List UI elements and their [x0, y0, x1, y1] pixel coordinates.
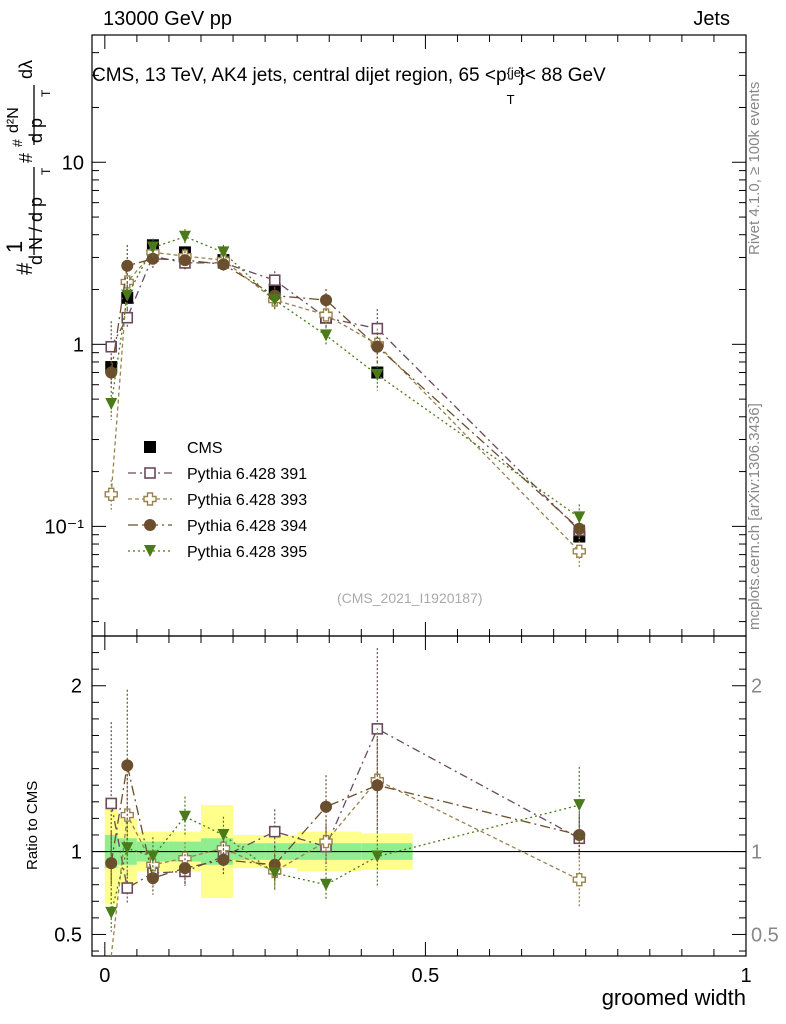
chart-title-sup: {jet [506, 65, 525, 80]
series-line-pythia-6-428-393 [110, 251, 580, 552]
data-point-pythia-6-428-394 [320, 294, 333, 307]
legend-marker-pythia-6-428-394 [144, 519, 156, 531]
ratio-point-pythia-6-428-394 [105, 857, 118, 870]
legend-label-cms: CMS [187, 440, 223, 457]
y-axis-label-part: dλ [16, 60, 36, 79]
data-point-pythia-6-428-395 [105, 398, 118, 411]
data-point-pythia-6-428-391 [121, 311, 134, 324]
y-tick-label-ratio: 1 [71, 842, 82, 864]
data-point-pythia-6-428-395 [217, 246, 230, 259]
ratio-point-pythia-6-428-395 [320, 878, 333, 891]
energy-label: 13000 GeV pp [103, 8, 232, 30]
y-tick-label-ratio: 0.5 [54, 924, 82, 946]
y-axis-label-part: d p [26, 118, 46, 143]
data-point-pythia-6-428-393 [319, 308, 333, 322]
data-point-pythia-6-428-394 [217, 258, 230, 271]
legend-label-pythia-6-428-391: Pythia 6.428 391 [187, 466, 307, 483]
data-point-pythia-6-428-393 [104, 487, 118, 502]
data-point-pythia-6-428-394 [105, 366, 118, 379]
ratio-point-pythia-6-428-394 [371, 779, 384, 792]
legend-marker-pythia-6-428-391 [144, 467, 156, 479]
legend-marker-pythia-6-428-393 [143, 492, 157, 506]
y-tick-label-ratio: 2 [71, 676, 82, 698]
y-axis-label-part: T [39, 89, 53, 97]
chart-title-sub: T [506, 92, 515, 107]
rivet-version-label: Rivet 4.1.0, ≥ 100k events [746, 81, 763, 255]
ratio-point-pythia-6-428-395 [268, 867, 281, 880]
y-axis-label-part: # [9, 139, 25, 147]
x-tick-label: 1 [740, 965, 751, 987]
category-label: Jets [693, 8, 730, 30]
y-tick-label-main: 10⁻¹ [45, 516, 85, 538]
chart-title-end: }< 88 GeV [518, 65, 606, 86]
y-tick-label-main: 1 [73, 334, 84, 356]
ratio-point-pythia-6-428-395 [217, 828, 230, 841]
data-point-pythia-6-428-394 [121, 259, 134, 272]
ratio-point-pythia-6-428-393 [146, 858, 160, 872]
y-axis-label-part: d²N [5, 107, 22, 133]
ratio-y-axis-label: Ratio to CMS [24, 780, 41, 870]
data-point-pythia-6-428-395 [320, 329, 333, 342]
y-tick-label-ratio-right: 0.5 [751, 924, 779, 946]
ratio-point-pythia-6-428-395 [573, 799, 586, 812]
y-tick-label-main: 10 [62, 152, 84, 174]
ratio-point-pythia-6-428-394 [320, 800, 333, 813]
series-line-pythia-6-428-391 [110, 255, 580, 531]
data-point-pythia-6-428-395 [371, 368, 384, 381]
data-point-pythia-6-428-395 [178, 230, 191, 243]
ratio-point-pythia-6-428-394 [217, 853, 230, 866]
ratio-point-pythia-6-428-393 [572, 873, 586, 887]
data-point-pythia-6-428-394 [178, 254, 191, 267]
ratio-line-pythia-6-428-395 [110, 804, 580, 914]
data-point-pythia-6-428-393 [572, 544, 586, 558]
ratio-point-pythia-6-428-395 [371, 850, 384, 863]
analysis-id: (CMS_2021_I1920187) [337, 590, 483, 606]
ratio-point-pythia-6-428-393 [319, 834, 333, 849]
ratio-point-pythia-6-428-391 [268, 825, 281, 838]
y-axis-label-part: 1 [2, 241, 27, 253]
legend-marker-pythia-6-428-395 [144, 545, 156, 557]
y-axis-label-part: # [16, 153, 36, 163]
ratio-point-pythia-6-428-394 [146, 872, 159, 885]
ratio-point-pythia-6-428-395 [121, 842, 134, 855]
x-axis-label: groomed width [601, 985, 746, 1010]
data-point-pythia-6-428-395 [268, 294, 281, 307]
legend-label-pythia-6-428-395: Pythia 6.428 395 [187, 544, 307, 561]
legend-marker-cms [144, 441, 156, 453]
chart-title-main: CMS, 13 TeV, AK4 jets, central dijet reg… [92, 65, 507, 86]
ratio-point-pythia-6-428-395 [178, 810, 191, 823]
series-line-pythia-6-428-395 [110, 236, 580, 518]
x-tick-label: 0 [99, 965, 110, 987]
x-tick-label: 0.5 [412, 965, 440, 987]
ratio-point-pythia-6-428-395 [146, 850, 159, 863]
chart-title: CMS, 13 TeV, AK4 jets, central dijet reg… [92, 65, 606, 107]
ratio-point-pythia-6-428-391 [121, 882, 134, 894]
y-tick-label-ratio-right: 1 [751, 842, 762, 864]
data-point-pythia-6-428-391 [268, 274, 281, 287]
y-axis-label-part: T [39, 167, 53, 175]
legend-label-pythia-6-428-394: Pythia 6.428 394 [187, 518, 307, 535]
mcplots-label: mcplots.cern.ch [arXiv:1306.3436] [746, 403, 763, 630]
data-point-pythia-6-428-394 [371, 340, 384, 353]
data-point-pythia-6-428-394 [146, 252, 159, 265]
y-axis-label-part: d N / d p [26, 197, 46, 265]
legend-label-pythia-6-428-393: Pythia 6.428 393 [187, 492, 307, 509]
series-line-pythia-6-428-394 [110, 258, 580, 530]
ratio-plot-frame [91, 635, 747, 957]
data-point-pythia-6-428-391 [105, 340, 118, 353]
data-point-pythia-6-428-395 [146, 241, 159, 254]
y-tick-label-ratio-right: 2 [751, 676, 762, 698]
ratio-point-pythia-6-428-391 [105, 797, 118, 810]
data-point-pythia-6-428-395 [573, 511, 586, 524]
ratio-point-pythia-6-428-394 [121, 759, 134, 772]
data-point-pythia-6-428-395 [121, 289, 134, 302]
y-axis-label-part: # [12, 262, 37, 275]
ratio-point-pythia-6-428-395 [105, 906, 118, 919]
ratio-line-pythia-6-428-391 [110, 727, 580, 890]
ratio-point-pythia-6-428-394 [178, 862, 191, 875]
